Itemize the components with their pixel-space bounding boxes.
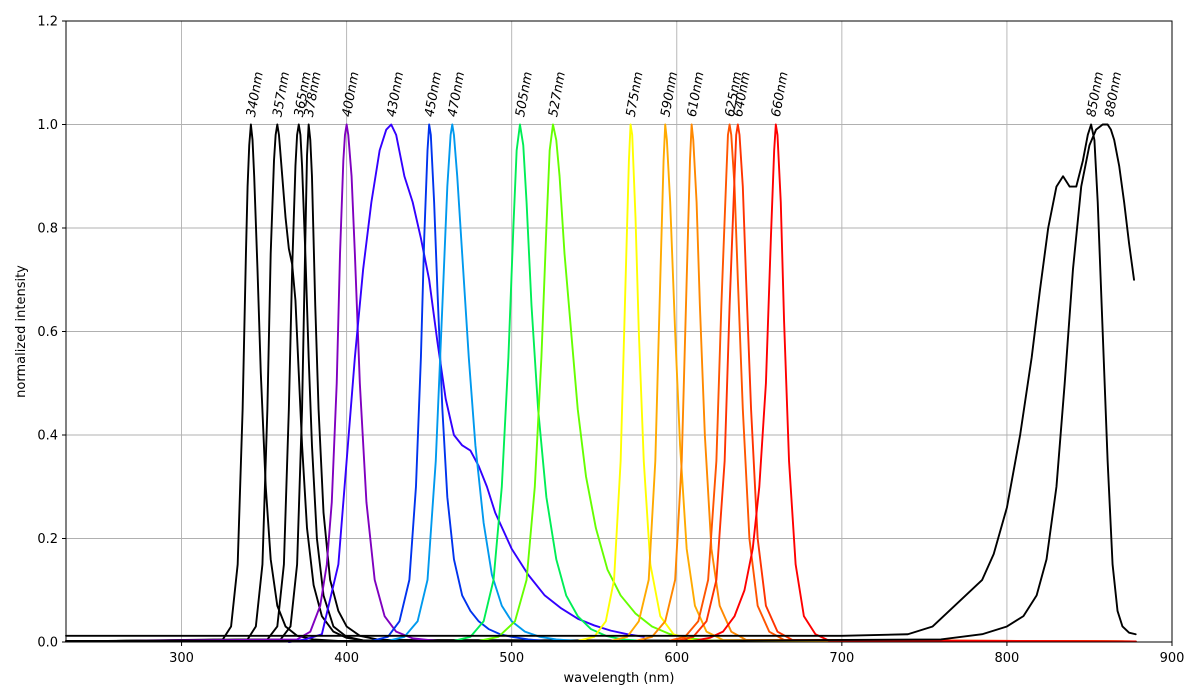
series-590nm <box>65 123 1137 643</box>
series-lines <box>65 123 1137 643</box>
x-tick-label: 900 <box>1160 651 1185 666</box>
y-tick-label: 0.6 <box>37 325 58 340</box>
series-640nm <box>65 123 1137 643</box>
series-575nm <box>65 123 1137 643</box>
x-tick-label: 400 <box>334 651 359 666</box>
axis-ticks: 300 400 500 600 700 800 900 0.0 0.2 0.4 0.6 0.8 1.0 1… <box>37 15 1184 667</box>
peak-label-590nm: 590nm <box>658 71 681 119</box>
peak-label-470nm: 470nm <box>445 71 468 119</box>
series-610nm <box>65 123 1137 643</box>
x-tick-label: 800 <box>995 651 1020 666</box>
grid <box>66 20 1173 643</box>
series-400nm <box>65 123 1137 643</box>
peak-label-340nm: 340nm <box>244 71 267 119</box>
series-660nm <box>65 123 1137 643</box>
peak-label-660nm: 660nm <box>769 71 792 119</box>
peak-label-505nm: 505nm <box>513 71 536 119</box>
x-tick-label: 600 <box>664 651 689 666</box>
y-tick-label: 0.8 <box>37 222 58 237</box>
series-340nm <box>65 123 1137 643</box>
series-430nm <box>287 123 645 643</box>
series-505nm <box>65 123 1137 643</box>
peak-label-575nm: 575nm <box>624 71 647 119</box>
series-470nm <box>65 123 1137 643</box>
x-tick-label: 500 <box>499 651 524 666</box>
peak-label-357nm: 357nm <box>270 71 293 119</box>
series-880nm <box>65 123 1135 642</box>
peak-label-430nm: 430nm <box>384 71 407 119</box>
series-625nm <box>65 123 1137 643</box>
x-tick-label: 700 <box>829 651 854 666</box>
series-850nm <box>65 123 1137 637</box>
y-tick-label: 1.0 <box>37 118 58 133</box>
y-tick-label: 1.2 <box>37 15 58 30</box>
x-tick-label: 300 <box>169 651 194 666</box>
y-axis-title: normalized intensity <box>14 265 29 398</box>
y-tick-label: 0.4 <box>37 429 58 444</box>
series-450nm <box>65 123 1137 643</box>
series-357nm <box>65 123 1137 643</box>
series-365nm <box>65 123 1137 643</box>
peak-label-450nm: 450nm <box>422 71 445 119</box>
peak-label-527nm: 527nm <box>546 71 569 119</box>
peak-label-400nm: 400nm <box>340 71 363 119</box>
series-527nm <box>65 123 1137 643</box>
y-tick-label: 0.0 <box>37 636 58 651</box>
y-tick-label: 0.2 <box>37 532 58 547</box>
series-378nm <box>65 123 1137 643</box>
x-axis-title: wavelength (nm) <box>564 671 675 686</box>
peak-label-610nm: 610nm <box>685 71 708 119</box>
